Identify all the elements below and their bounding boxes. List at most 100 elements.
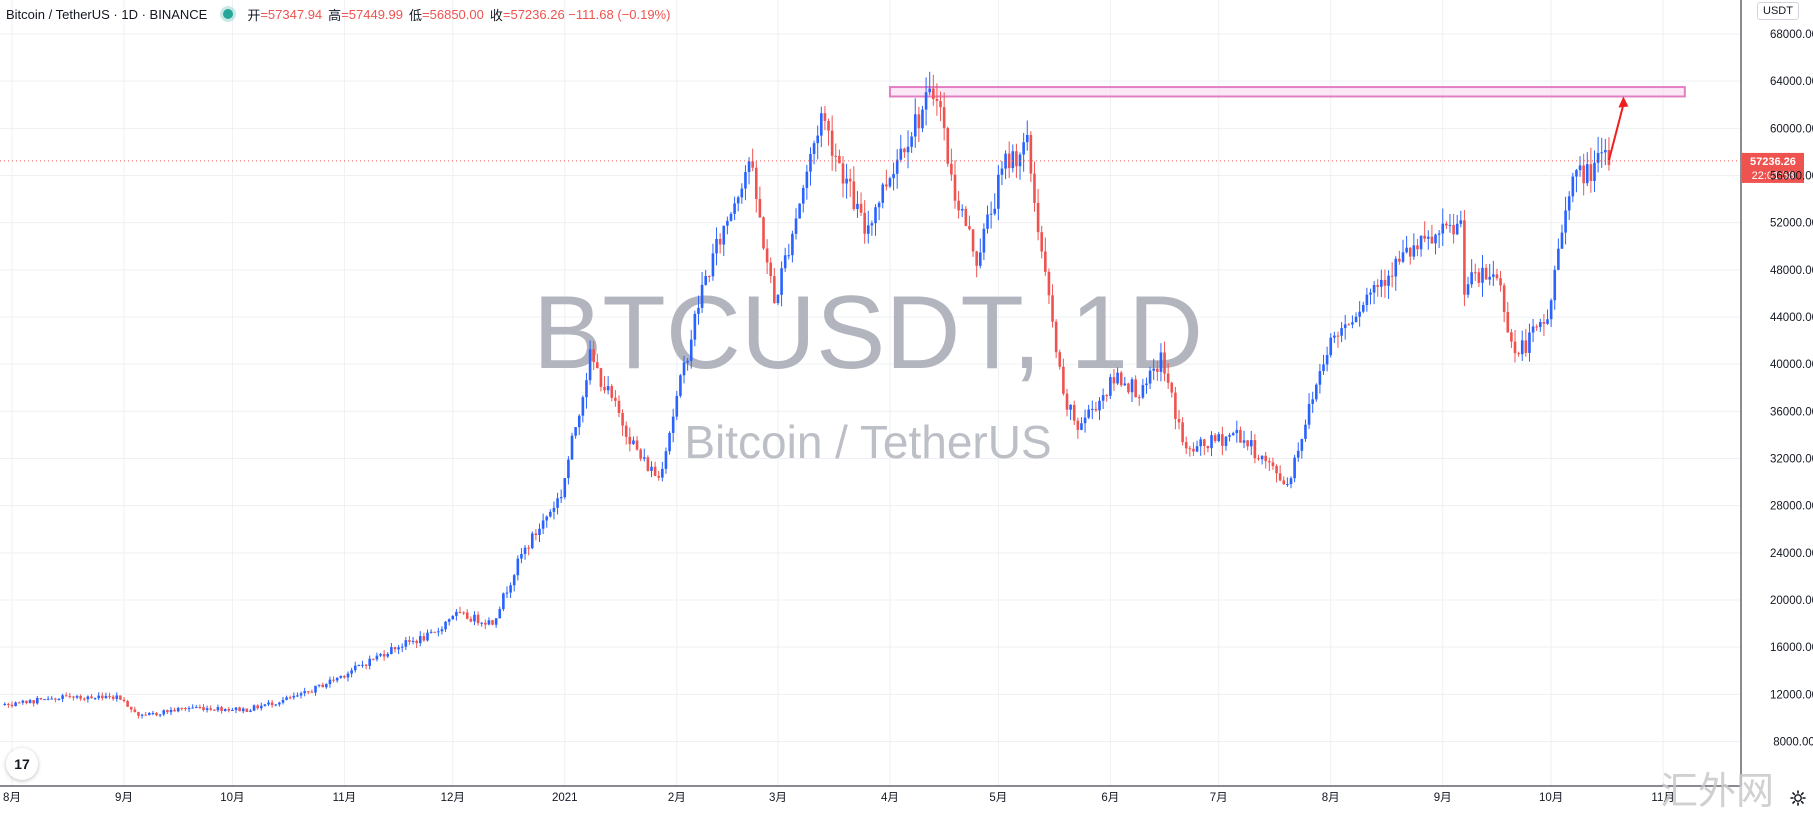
- candle-body: [1376, 284, 1380, 287]
- candle-body: [848, 178, 852, 182]
- candle-body: [520, 554, 523, 559]
- grid: [0, 0, 1740, 786]
- chart-legend: Bitcoin / TetherUS · 1D · BINANCE 开 =5734…: [6, 5, 670, 23]
- candle-body: [1488, 276, 1492, 280]
- candle-body: [1094, 408, 1098, 411]
- candle-body: [1372, 284, 1376, 293]
- candle-body: [469, 618, 473, 622]
- resistance-zone-rect[interactable]: [888, 86, 1686, 98]
- candle-body: [715, 238, 718, 254]
- candle-body: [787, 255, 791, 257]
- candle-body: [1416, 245, 1419, 250]
- tradingview-logo-icon[interactable]: 17: [6, 748, 38, 780]
- candle-body: [455, 611, 458, 616]
- candle-body: [86, 696, 90, 700]
- candle-body: [549, 511, 552, 517]
- candle-body: [975, 251, 978, 266]
- candle-body: [368, 658, 371, 666]
- candle-body: [1455, 223, 1459, 235]
- candle-body: [1492, 274, 1495, 277]
- candle-body: [205, 708, 209, 711]
- candle-body: [552, 507, 556, 512]
- candle-body: [144, 714, 147, 716]
- candle-body: [1036, 202, 1040, 233]
- candle-body: [588, 349, 592, 381]
- quote-currency-button[interactable]: USDT: [1757, 2, 1799, 20]
- candle-body: [1307, 403, 1311, 425]
- candle-body: [675, 395, 679, 417]
- candle-body: [332, 679, 335, 681]
- candle-body: [621, 412, 624, 426]
- candle-body: [791, 233, 794, 256]
- candle-body: [238, 707, 241, 712]
- candle-body: [198, 707, 202, 709]
- candle-body: [1181, 422, 1184, 443]
- candle-body: [718, 238, 722, 245]
- x-tick-label: 4月: [881, 792, 899, 804]
- candle-body: [1419, 235, 1423, 250]
- candle-body: [1170, 382, 1174, 393]
- candle-body: [1517, 353, 1520, 355]
- candle-body: [1065, 393, 1069, 410]
- candle-body: [610, 386, 614, 398]
- candle-body: [646, 457, 650, 471]
- y-tick-label: 68000.00: [1770, 29, 1813, 41]
- candle-body: [375, 655, 379, 660]
- candle-body: [1047, 271, 1051, 296]
- candle-body: [227, 708, 231, 711]
- candle-body: [1076, 420, 1080, 430]
- candle-body: [661, 468, 664, 478]
- candle-body: [1383, 279, 1387, 286]
- candle-body: [798, 203, 801, 219]
- candle-body: [874, 207, 877, 224]
- open-value: =57347.94: [260, 6, 323, 22]
- candle-body: [1257, 458, 1260, 460]
- candle-body: [61, 695, 64, 699]
- y-tick-label: 8000.00: [1773, 737, 1813, 749]
- candle-body: [1293, 457, 1296, 479]
- candle-body: [1275, 466, 1278, 474]
- candle-body: [1192, 448, 1195, 452]
- candle-body: [530, 533, 534, 549]
- candle-body: [502, 593, 505, 610]
- candle-body: [747, 161, 751, 173]
- gear-icon[interactable]: [1790, 790, 1806, 806]
- candle-body: [989, 213, 993, 215]
- candle-body: [223, 708, 227, 711]
- candle-body: [1228, 435, 1231, 437]
- y-tick-label: 60000.00: [1770, 123, 1813, 135]
- candle-body: [202, 707, 205, 711]
- candle-body: [1123, 383, 1127, 386]
- candle-body: [736, 197, 740, 204]
- candle-body: [97, 695, 101, 699]
- y-tick-label: 48000.00: [1770, 265, 1813, 277]
- candle-body: [1528, 332, 1531, 353]
- candle-body: [126, 701, 129, 707]
- candle-body: [1351, 322, 1354, 325]
- candle-body: [978, 252, 982, 266]
- candle-body: [950, 163, 953, 175]
- candle-body: [838, 155, 841, 164]
- candle-body: [54, 698, 57, 700]
- candle-body: [1289, 478, 1293, 485]
- candle-body: [1090, 408, 1094, 410]
- candle-body: [895, 159, 899, 174]
- candle-body: [541, 520, 545, 529]
- candle-body: [1145, 383, 1148, 386]
- candle-body: [668, 432, 671, 452]
- candle-body: [1538, 322, 1542, 328]
- candle-body: [932, 88, 935, 100]
- candle-body: [1022, 142, 1025, 155]
- candle-body: [451, 615, 455, 620]
- candle-body: [426, 632, 429, 641]
- candle-body: [484, 622, 487, 625]
- candle-body: [596, 362, 599, 369]
- candle-body: [910, 136, 913, 147]
- candle-body: [1560, 232, 1564, 249]
- y-tick-label: 56000.00: [1770, 171, 1813, 183]
- candle-body: [346, 673, 350, 678]
- symbol-title[interactable]: Bitcoin / TetherUS · 1D · BINANCE: [6, 6, 208, 22]
- candle-body: [1557, 248, 1560, 270]
